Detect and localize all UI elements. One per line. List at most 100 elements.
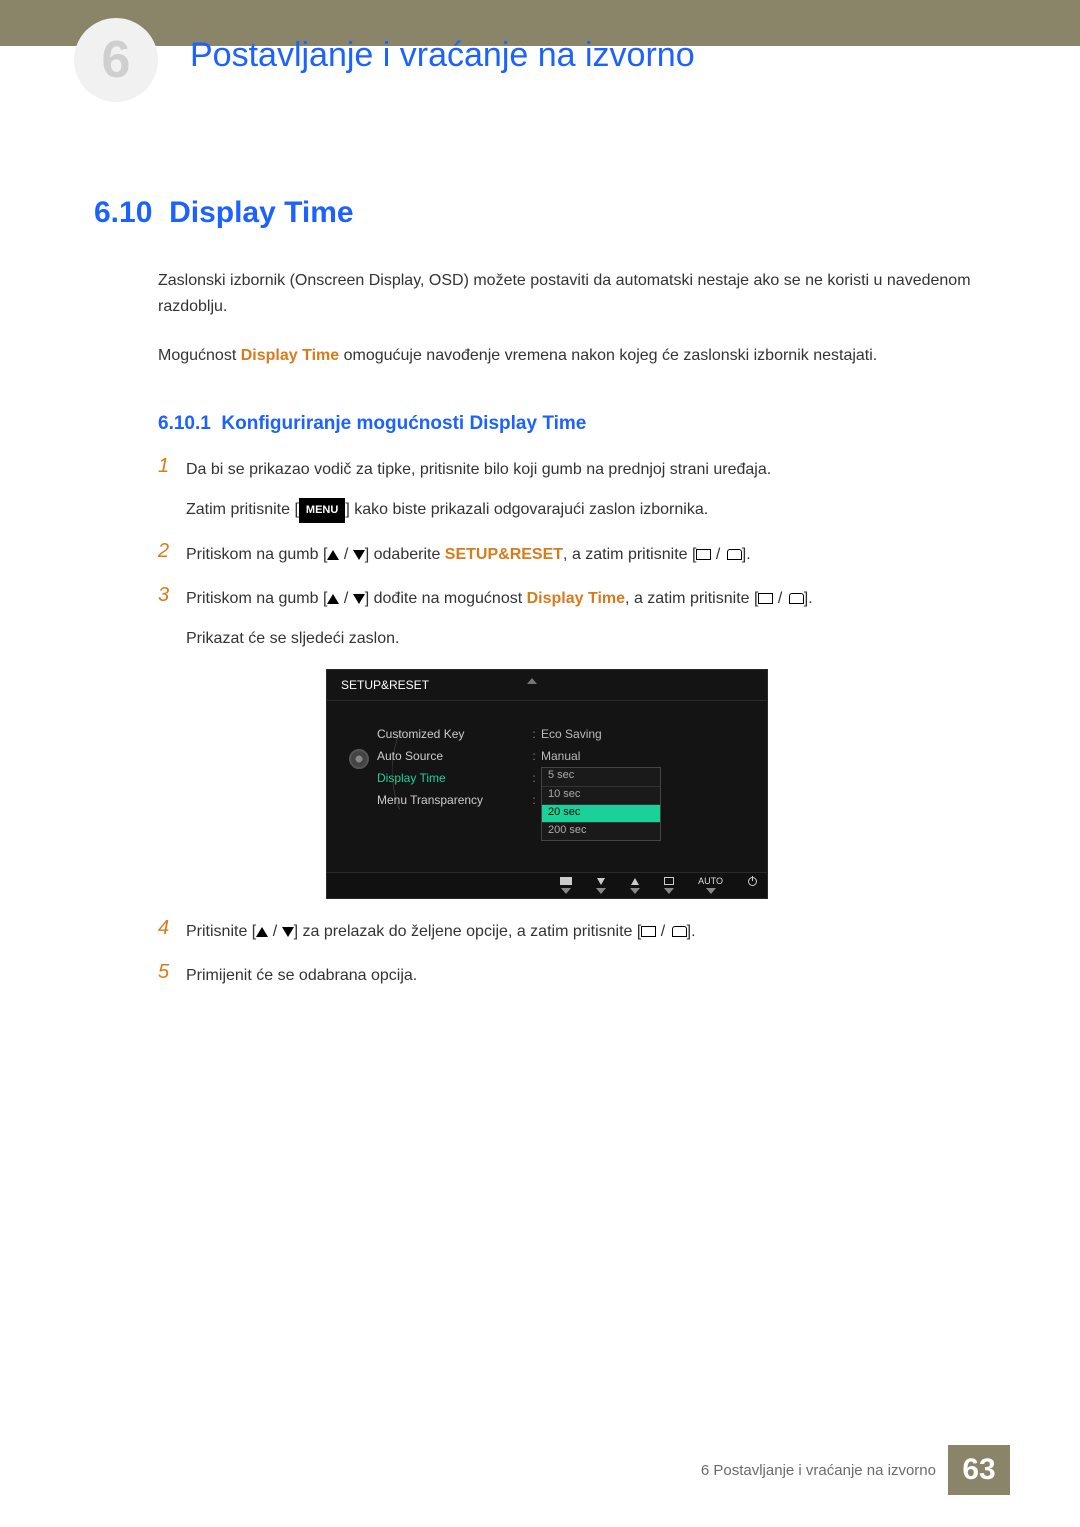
section: 6.10 Display Time Zaslonski izbornik (On… (94, 196, 986, 1006)
s1-pre: Zatim pritisnite [ (186, 501, 299, 518)
s4-mid: ] za prelazak do željene opcije, a zatim… (294, 923, 642, 940)
section-number: 6.10 (94, 196, 152, 229)
subsection-title: 6.10.1 Konfiguriranje mogućnosti Display… (158, 413, 986, 435)
source-rect-icon (696, 549, 711, 560)
p2-post: omogućuje navođenje vremena nakon kojeg … (339, 347, 877, 364)
s2-highlight: SETUP&RESET (445, 546, 563, 563)
step1-line2: Zatim pritisnite [MENU] kako biste prika… (186, 495, 771, 525)
back-icon (560, 877, 572, 885)
osd-option: 200 sec (542, 822, 660, 840)
s3-highlight: Display Time (527, 590, 625, 607)
osd-footer-btn (630, 876, 640, 894)
osd-side (341, 709, 377, 811)
menu-icon: MENU (299, 498, 345, 523)
section-paragraph-2: Mogućnost Display Time omogućuje navođen… (158, 343, 986, 369)
osd-options-popup: 5 sec 10 sec 20 sec 200 sec (541, 767, 661, 841)
osd-footer-btn (560, 876, 572, 894)
footer-text: 6 Postavljanje i vraćanje na izvorno (701, 1462, 936, 1479)
osd-row: :Eco Saving (527, 723, 753, 745)
subsection-number: 6.10.1 (158, 413, 211, 434)
chapter-title: Postavljanje i vraćanje na izvorno (190, 36, 695, 75)
down-icon (597, 878, 605, 885)
steps-list: 1 Da bi se prikazao vodič za tipke, prit… (158, 455, 986, 992)
auto-label: AUTO (698, 876, 723, 886)
triangle-down-icon (353, 550, 365, 560)
osd-option-selected: 20 sec (542, 804, 660, 822)
section-name: Display Time (169, 196, 354, 229)
step-number: 1 (158, 455, 186, 526)
osd-panel: SETUP&RESET Customized Key Auto Source D… (326, 669, 768, 899)
triangle-up-icon (256, 927, 268, 937)
s2-mid: ] odaberite (365, 546, 445, 563)
osd-label: Display Time (377, 771, 446, 785)
section-paragraph-1: Zaslonski izbornik (Onscreen Display, OS… (158, 268, 986, 319)
triangle-up-icon (327, 594, 339, 604)
triangle-down-icon (353, 594, 365, 604)
s4-pre: Pritisnite [ (186, 923, 256, 940)
osd-footer-btn: AUTO (698, 876, 723, 894)
step-4: 4 Pritisnite [ / ] za prelazak do željen… (158, 917, 986, 947)
step-number: 3 (158, 584, 186, 655)
osd-columns: Customized Key Auto Source Display Time … (377, 709, 753, 811)
osd-row-active: Display Time (377, 767, 527, 789)
p2-pre: Mogućnost (158, 347, 241, 364)
gear-icon (349, 749, 369, 769)
s3-post: , a zatim pritisnite [ (625, 590, 758, 607)
s2-post: , a zatim pritisnite [ (563, 546, 696, 563)
page-number: 63 (948, 1445, 1010, 1495)
p2-highlight: Display Time (241, 347, 339, 364)
osd-label: Customized Key (377, 727, 464, 741)
osd-row: :Manual (527, 745, 753, 767)
osd-body: Customized Key Auto Source Display Time … (327, 701, 767, 811)
chapter-badge: 6 (74, 18, 158, 102)
step-text: Pritiskom na gumb [ / ] dođite na mogućn… (186, 584, 813, 655)
step-1: 1 Da bi se prikazao vodič za tipke, prit… (158, 455, 986, 526)
step-text: Primijenit će se odabrana opcija. (186, 961, 417, 991)
step-3: 3 Pritiskom na gumb [ / ] dođite na mogu… (158, 584, 986, 655)
osd-footer-btn (596, 876, 606, 894)
source-rounded-icon (789, 593, 804, 604)
osd-value: Manual (541, 749, 580, 763)
osd-row: Customized Key (377, 723, 527, 745)
osd-label: Menu Transparency (377, 793, 483, 807)
source-rounded-icon (672, 926, 687, 937)
s1-post: ] kako biste prikazali odgovarajući zasl… (345, 501, 708, 518)
source-icon (664, 877, 674, 885)
page-footer: 6 Postavljanje i vraćanje na izvorno 63 (701, 1445, 1010, 1495)
osd-option: 5 sec (542, 768, 660, 786)
power-icon (748, 877, 757, 886)
s2-pre: Pritiskom na gumb [ (186, 546, 327, 563)
section-title: 6.10 Display Time (94, 196, 986, 230)
source-rect-icon (641, 926, 656, 937)
osd-scroll-up-icon (527, 678, 537, 684)
step-number: 4 (158, 917, 186, 947)
triangle-down-icon (282, 927, 294, 937)
step-5: 5 Primijenit će se odabrana opcija. (158, 961, 986, 991)
step1-line1: Da bi se prikazao vodič za tipke, pritis… (186, 461, 771, 478)
triangle-up-icon (327, 550, 339, 560)
step-number: 5 (158, 961, 186, 991)
osd-footer: AUTO (327, 872, 767, 898)
step-text: Da bi se prikazao vodič za tipke, pritis… (186, 455, 771, 526)
osd-footer-btn (664, 876, 674, 894)
osd-option: 10 sec (542, 786, 660, 804)
step-2: 2 Pritiskom na gumb [ / ] odaberite SETU… (158, 540, 986, 570)
osd-colon: : (527, 771, 541, 785)
s3-mid: ] dođite na mogućnost (365, 590, 527, 607)
osd-labels: Customized Key Auto Source Display Time … (377, 709, 527, 811)
osd-value: Eco Saving (541, 727, 602, 741)
step-number: 2 (158, 540, 186, 570)
step-text: Pritiskom na gumb [ / ] odaberite SETUP&… (186, 540, 751, 570)
source-rect-icon (758, 593, 773, 604)
s3-pre: Pritiskom na gumb [ (186, 590, 327, 607)
chapter-number: 6 (102, 30, 131, 90)
up-icon (631, 878, 639, 885)
osd-row: Menu Transparency (377, 789, 527, 811)
source-rounded-icon (727, 549, 742, 560)
osd-title: SETUP&RESET (327, 670, 767, 701)
osd-row: Auto Source (377, 745, 527, 767)
osd-colon: : (527, 749, 541, 763)
s3-after: Prikazat će se sljedeći zaslon. (186, 624, 813, 654)
osd-colon: : (527, 793, 541, 807)
osd-screenshot: SETUP&RESET Customized Key Auto Source D… (326, 669, 986, 899)
